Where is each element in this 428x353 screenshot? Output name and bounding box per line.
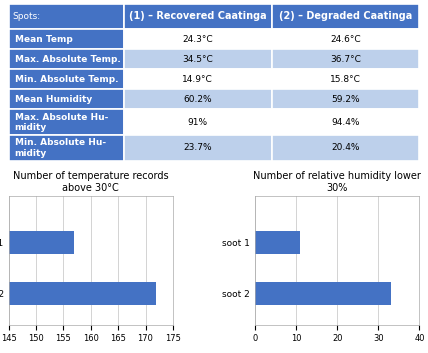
- Bar: [255, 282, 391, 305]
- Bar: [124, 49, 271, 69]
- Bar: [124, 69, 271, 89]
- Bar: [9, 89, 124, 109]
- Text: 60.2%: 60.2%: [183, 95, 212, 104]
- Bar: [9, 4, 124, 29]
- Bar: [124, 109, 271, 135]
- Bar: [9, 109, 124, 135]
- Bar: [271, 109, 419, 135]
- Title: Number of relative humidity lower
30%: Number of relative humidity lower 30%: [253, 171, 421, 193]
- Text: Mean Humidity: Mean Humidity: [15, 95, 92, 104]
- Text: 36.7°C: 36.7°C: [330, 55, 361, 64]
- Text: 15.8°C: 15.8°C: [330, 75, 361, 84]
- Bar: [124, 4, 271, 29]
- Text: 24.6°C: 24.6°C: [330, 35, 361, 44]
- Text: Spots:: Spots:: [13, 12, 41, 21]
- Text: Min. Absolute Temp.: Min. Absolute Temp.: [15, 75, 118, 84]
- Text: 94.4%: 94.4%: [331, 118, 360, 127]
- Text: (1) – Recovered Caatinga: (1) – Recovered Caatinga: [129, 11, 266, 21]
- Text: Max. Absolute Hu-
midity: Max. Absolute Hu- midity: [15, 113, 108, 132]
- Bar: [271, 135, 419, 161]
- Bar: [271, 49, 419, 69]
- Bar: [271, 29, 419, 49]
- Text: (2) – Degraded Caatinga: (2) – Degraded Caatinga: [279, 11, 412, 21]
- Bar: [271, 4, 419, 29]
- Bar: [271, 69, 419, 89]
- Text: 24.3°C: 24.3°C: [182, 35, 213, 44]
- Title: Number of temperature records
above 30°C: Number of temperature records above 30°C: [13, 171, 169, 193]
- Bar: [271, 89, 419, 109]
- Text: Min. Absolute Hu-
midity: Min. Absolute Hu- midity: [15, 138, 106, 157]
- Text: 91%: 91%: [187, 118, 208, 127]
- Bar: [255, 231, 300, 254]
- Bar: [124, 29, 271, 49]
- Bar: [9, 49, 124, 69]
- Text: Max. Absolute Temp.: Max. Absolute Temp.: [15, 55, 120, 64]
- Bar: [9, 69, 124, 89]
- Bar: [124, 89, 271, 109]
- Text: 23.7%: 23.7%: [183, 143, 212, 152]
- Bar: [0, 282, 157, 305]
- Text: Mean Temp: Mean Temp: [15, 35, 72, 44]
- Text: 14.9°C: 14.9°C: [182, 75, 213, 84]
- Text: 34.5°C: 34.5°C: [182, 55, 213, 64]
- Text: 20.4%: 20.4%: [331, 143, 360, 152]
- Bar: [9, 29, 124, 49]
- Text: 59.2%: 59.2%: [331, 95, 360, 104]
- Bar: [0, 231, 74, 254]
- Bar: [9, 135, 124, 161]
- Bar: [124, 135, 271, 161]
